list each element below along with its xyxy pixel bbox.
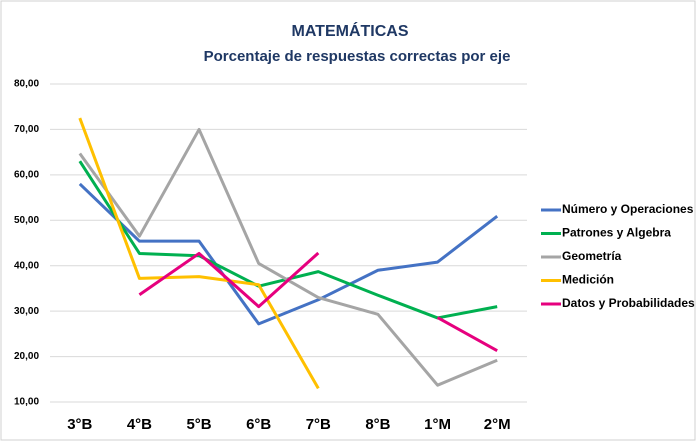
- x-tick-label: 6°B: [246, 416, 271, 433]
- y-tick-label: 30,00: [14, 306, 39, 317]
- y-tick-label: 40,00: [14, 260, 39, 271]
- series-line: [78, 117, 320, 390]
- y-tick-label: 20,00: [14, 351, 39, 362]
- x-tick-label: 5°B: [186, 416, 211, 433]
- legend-label: Número y Operaciones: [562, 202, 694, 216]
- legend-label: Patrones y Algebra: [562, 226, 671, 240]
- chart-title: MATEMÁTICAS: [291, 21, 408, 40]
- y-tick-label: 70,00: [14, 124, 39, 135]
- legend-label: Medición: [562, 273, 614, 287]
- x-tick-label: 8°B: [365, 416, 390, 433]
- chart-subtitle: Porcentaje de respuestas correctas por e…: [204, 48, 511, 65]
- series-line: [138, 251, 498, 352]
- legend-label: Geometría: [562, 249, 622, 263]
- x-tick-label: 1°M: [424, 416, 451, 433]
- legend-label: Datos y Probabilidades: [562, 296, 695, 310]
- x-tick-label: 3°B: [67, 416, 92, 433]
- y-tick-label: 50,00: [14, 215, 39, 226]
- x-tick-label: 4°B: [127, 416, 152, 433]
- y-tick-label: 80,00: [14, 79, 39, 90]
- y-tick-label: 60,00: [14, 169, 39, 180]
- series-line: [78, 182, 499, 326]
- x-tick-label: 7°B: [306, 416, 331, 433]
- x-tick-label: 2°M: [484, 416, 511, 433]
- y-tick-label: 10,00: [14, 397, 39, 408]
